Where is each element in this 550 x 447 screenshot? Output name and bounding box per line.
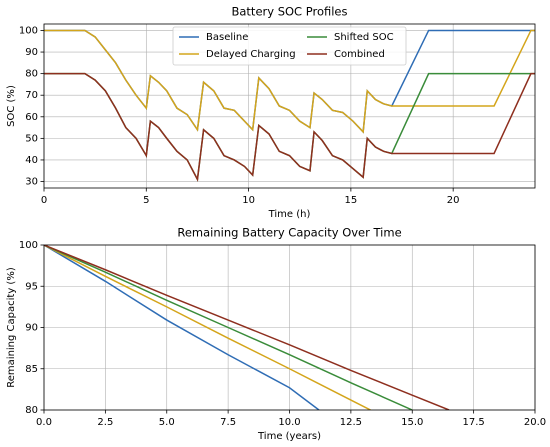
y-tick-label: 70: [25, 90, 38, 101]
legend-box: [172, 26, 407, 66]
y-axis-label: Remaining Capacity (%): [6, 267, 17, 388]
chart-title: Battery SOC Profiles: [231, 5, 347, 19]
x-tick-label: 20.0: [524, 417, 546, 428]
series-line: [44, 29, 535, 134]
series-line: [44, 245, 371, 410]
y-tick-label: 85: [25, 364, 38, 375]
plot-frame: [43, 23, 536, 189]
y-tick-label: 60: [25, 112, 38, 123]
series-line: [44, 72, 535, 182]
y-tick-label: 100: [19, 25, 38, 36]
x-tick-label: 10.0: [278, 417, 300, 428]
series-line: [44, 245, 450, 410]
y-axis-label: SOC (%): [6, 85, 17, 127]
x-tick-label: 15: [345, 195, 358, 206]
x-tick-label: 12.5: [340, 417, 362, 428]
chart-title: Remaining Battery Capacity Over Time: [177, 226, 401, 240]
legend-label: Baseline: [206, 32, 248, 43]
legend-label: Combined: [334, 49, 385, 60]
series-line: [44, 245, 413, 410]
y-tick-label: 90: [25, 323, 38, 334]
x-axis-label: Time (h): [268, 209, 311, 220]
series-line: [44, 72, 535, 182]
x-axis-label: Time (years): [257, 431, 321, 442]
x-tick-label: 15.0: [401, 417, 423, 428]
x-tick-label: 7.5: [220, 417, 236, 428]
x-tick-label: 0.0: [36, 417, 52, 428]
plot-frame: [43, 244, 536, 411]
y-tick-label: 30: [25, 177, 38, 188]
y-tick-label: 90: [25, 47, 38, 58]
y-tick-label: 40: [25, 155, 38, 166]
x-tick-label: 0: [41, 195, 47, 206]
y-tick-label: 100: [19, 240, 38, 251]
y-tick-label: 80: [25, 69, 38, 80]
legend-label: Shifted SOC: [334, 32, 394, 43]
x-tick-label: 17.5: [462, 417, 484, 428]
x-tick-label: 10: [242, 195, 255, 206]
y-tick-label: 50: [25, 133, 38, 144]
x-tick-label: 5.0: [159, 417, 175, 428]
y-tick-label: 95: [25, 281, 38, 292]
series-line: [44, 245, 320, 410]
x-tick-label: 2.5: [97, 417, 113, 428]
x-tick-label: 20: [447, 195, 460, 206]
x-tick-label: 5: [143, 195, 149, 206]
legend-label: Delayed Charging: [206, 49, 296, 60]
y-tick-label: 80: [25, 405, 38, 416]
